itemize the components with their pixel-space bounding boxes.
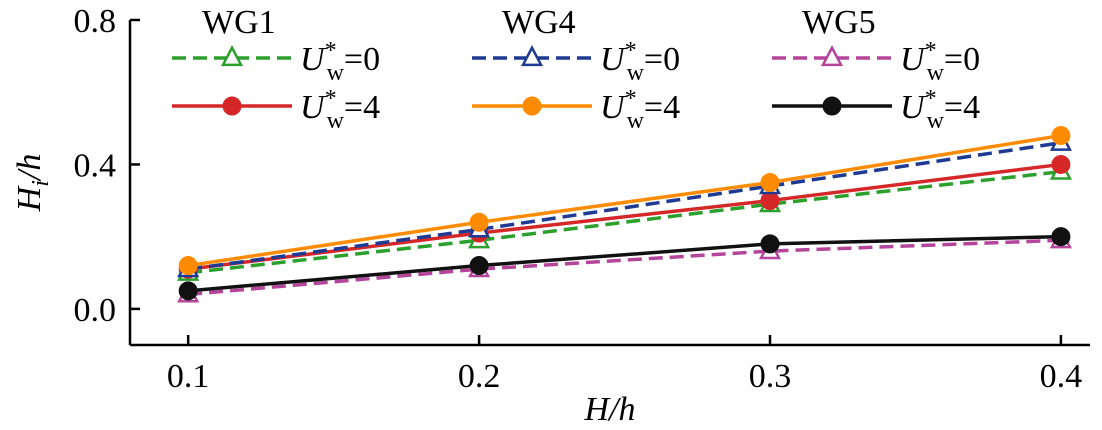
legend-group-wg5: WG5 U* w=0U* w=4 [772,4,980,134]
legend-group-title: WG1 [202,4,276,41]
data-point [522,96,542,116]
legend-item: U* w=0 [472,38,680,86]
x-tick-label: 0.1 [167,358,210,395]
legend-item: U* w=4 [772,86,980,134]
x-tick-label: 0.4 [1040,358,1083,395]
series-wg5-uw4 [178,227,1071,301]
data-point [178,281,198,301]
legend-group-wg1: WG1 U* w=0U* w=4 [172,4,380,134]
series-layer [177,126,1072,303]
data-point [178,256,198,276]
data-point [469,212,489,232]
legend-label: U* w=4 [300,86,380,134]
legend-item: U* w=0 [772,38,980,86]
y-tick-label: 0.4 [74,147,117,184]
data-point [469,256,489,276]
series-line [188,238,1061,297]
legend-group-title: WG5 [802,4,876,41]
data-point [760,191,780,211]
series-line [188,234,1061,293]
y-tick-label: 0.0 [74,292,117,329]
data-point [760,173,780,192]
series-wg1-uw4 [178,154,1071,279]
y-tick-label: 0.8 [74,3,117,40]
series-line [187,162,1062,271]
legend-item: U* w=4 [172,86,380,134]
axes: 0.0 0.4 0.8 0.1 0.2 0.3 0.4 [74,3,1090,395]
y-axis-label: Hi/h [11,154,54,213]
series-wg4-uw4 [178,126,1071,276]
data-point [222,96,242,116]
legend-item: U* w=0 [172,38,380,86]
data-point [760,234,780,254]
series-line [187,169,1062,275]
x-tick-label: 0.3 [749,358,792,395]
series-line [187,141,1062,271]
data-point [822,96,842,116]
data-point [1051,227,1071,247]
legend-label: U* w=0 [900,38,980,86]
legend-label: U* w=0 [600,38,680,86]
data-point [1051,126,1071,146]
legend-label: U* w=4 [900,86,980,134]
legend-group-title: WG4 [502,4,576,41]
data-point [1051,154,1071,174]
x-axis-label: H/h [584,391,636,428]
data-point [520,45,544,67]
x-tick-label: 0.2 [458,358,501,395]
series-line [187,133,1062,268]
legend-label: U* w=4 [600,86,680,134]
legend-group-wg4: WG4 U* w=0U* w=4 [472,4,680,134]
data-point [820,45,844,67]
legend-label: U* w=0 [300,38,380,86]
legend-item: U* w=4 [472,86,680,134]
data-point [220,45,244,67]
